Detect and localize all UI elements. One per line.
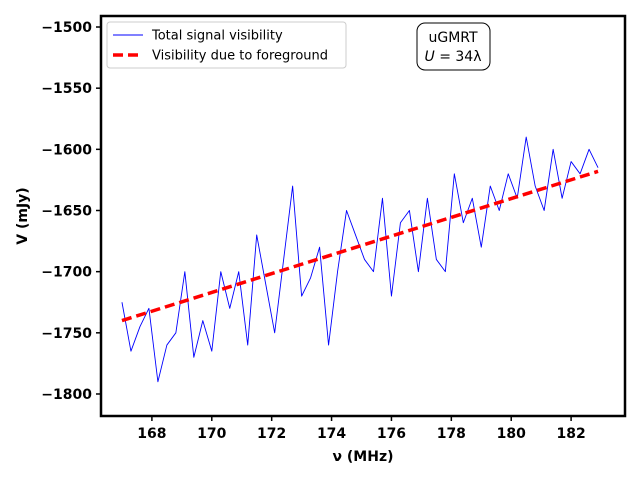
plot-series: [121, 136, 599, 383]
x-tick-label: 168: [137, 426, 166, 442]
y-tick-label: −1500: [41, 20, 92, 36]
y-tick-label: −1700: [41, 265, 92, 281]
annotation-telescope: uGMRT: [428, 30, 478, 46]
foreground-visibility-line: [121, 169, 599, 323]
legend-box: [106, 21, 347, 69]
x-tick-label: 178: [437, 426, 466, 442]
x-axis-label: ν (MHz): [332, 449, 393, 465]
annotation-box: uGMRT U = 34λ: [416, 22, 491, 71]
y-tick-label: −1650: [41, 203, 92, 219]
y-axis-ticks: −1800 −1750 −1700 −1650 −1600 −1550 −1500: [41, 20, 101, 403]
legend-label-foreground: Visibility due to foreground: [152, 49, 328, 64]
annotation-baseline-symbol: U: [425, 49, 435, 65]
legend: Total signal visibility Visibility due t…: [106, 21, 347, 69]
y-tick-label: −1550: [41, 81, 92, 97]
x-tick-label: 172: [257, 426, 286, 442]
annotation-frame: [416, 22, 491, 71]
x-tick-label: 176: [377, 426, 406, 442]
y-tick-label: −1600: [41, 142, 92, 158]
x-axis-ticks: 168 170 172 174 176 178 180 182: [137, 416, 586, 442]
x-tick-label: 170: [197, 426, 226, 442]
y-axis-label: V (mJy): [15, 187, 31, 244]
y-tick-label: −1800: [41, 387, 92, 403]
x-tick-label: 174: [317, 426, 346, 442]
x-tick-label: 182: [556, 426, 585, 442]
x-tick-label: 180: [497, 426, 526, 442]
plot-frame: [99, 14, 627, 418]
y-tick-label: −1750: [41, 326, 92, 342]
legend-label-total-signal: Total signal visibility: [151, 29, 283, 44]
annotation-baseline: U = 34λ: [425, 49, 482, 65]
annotation-baseline-value: = 34λ: [435, 49, 482, 65]
